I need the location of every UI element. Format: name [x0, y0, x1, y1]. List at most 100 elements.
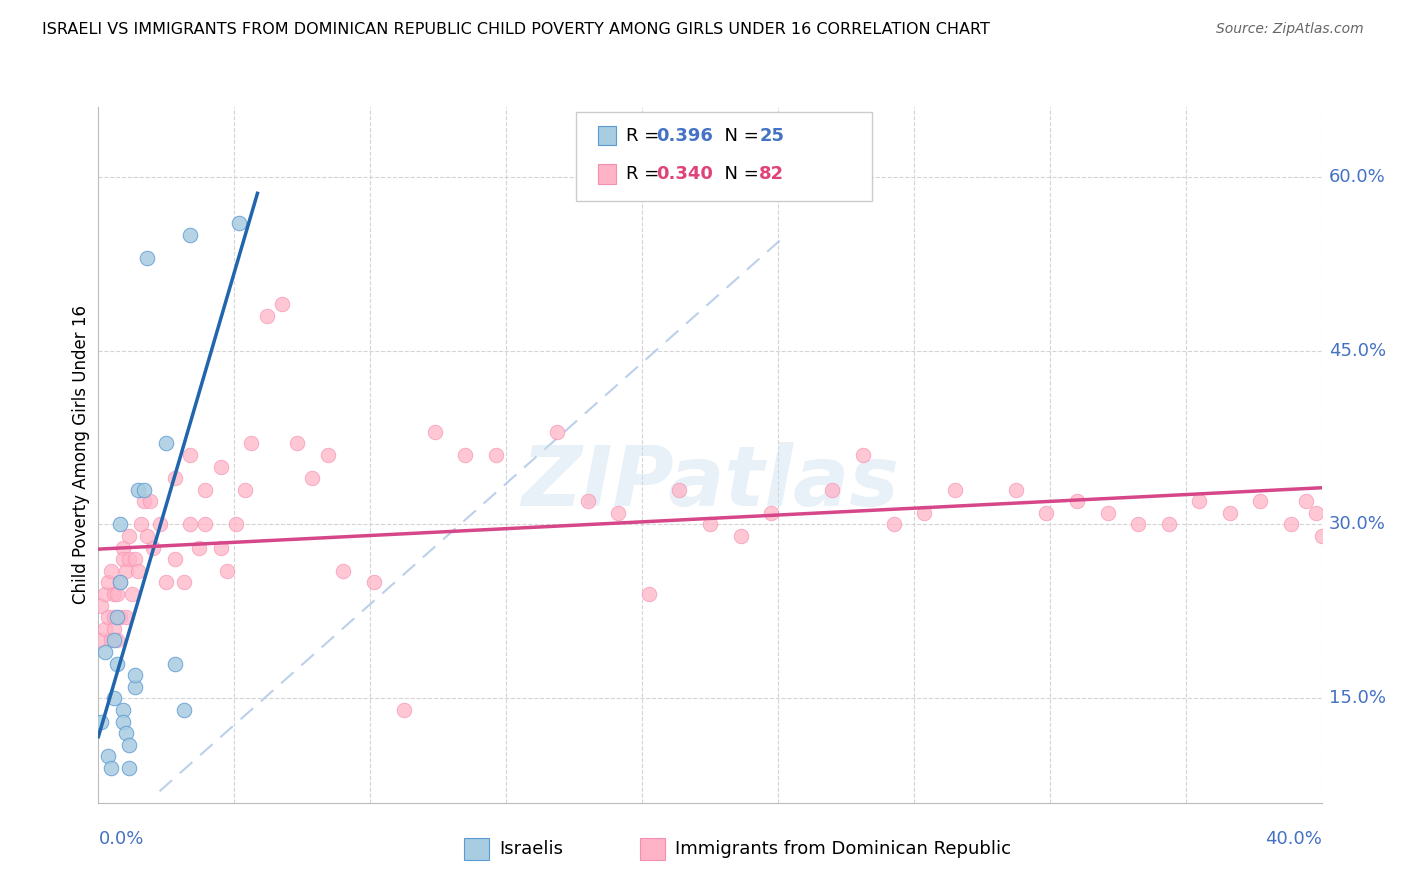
Point [1305, 506, 1327, 520]
Point [163, 471, 186, 485]
Text: ZIPatlas: ZIPatlas [522, 442, 898, 524]
Point [134, 494, 156, 508]
Point [136, 529, 159, 543]
Point [730, 529, 752, 543]
Point [699, 517, 721, 532]
Point [332, 564, 354, 578]
Point [105, 610, 128, 624]
Text: 0.340: 0.340 [657, 165, 713, 183]
Point [194, 483, 217, 497]
Point [105, 633, 128, 648]
Point [103, 610, 125, 624]
Text: ISRAELI VS IMMIGRANTS FROM DOMINICAN REPUBLIC CHILD POVERTY AMONG GIRLS UNDER 16: ISRAELI VS IMMIGRANTS FROM DOMINICAN REP… [42, 22, 990, 37]
Point [546, 425, 568, 439]
Point [163, 657, 186, 671]
Point [155, 436, 177, 450]
Point [179, 448, 201, 462]
Point [1097, 506, 1119, 520]
Text: R =: R = [626, 165, 665, 183]
Text: 30.0%: 30.0% [1329, 516, 1385, 533]
Point [1188, 494, 1211, 508]
Point [454, 448, 477, 462]
Point [105, 587, 128, 601]
Point [100, 761, 122, 775]
Point [97, 575, 120, 590]
Point [93, 622, 115, 636]
Point [111, 541, 134, 555]
Point [103, 691, 125, 706]
Point [363, 575, 385, 590]
Point [93, 645, 115, 659]
Text: 82: 82 [759, 165, 785, 183]
Point [115, 726, 138, 740]
Point [228, 216, 250, 230]
Point [139, 494, 162, 508]
Point [301, 471, 323, 485]
Point [124, 552, 146, 566]
Text: 15.0%: 15.0% [1329, 690, 1386, 707]
Point [163, 552, 186, 566]
Point [883, 517, 905, 532]
Point [118, 552, 141, 566]
Point [607, 506, 630, 520]
Point [1310, 529, 1333, 543]
Y-axis label: Child Poverty Among Girls Under 16: Child Poverty Among Girls Under 16 [72, 305, 90, 605]
Point [90, 599, 112, 613]
Point [97, 610, 120, 624]
Point [1004, 483, 1026, 497]
Point [111, 703, 134, 717]
Point [108, 575, 131, 590]
Point [108, 575, 131, 590]
Point [668, 483, 690, 497]
Point [256, 309, 278, 323]
Text: 0.396: 0.396 [657, 127, 713, 145]
Point [209, 541, 232, 555]
Point [285, 436, 308, 450]
Point [108, 610, 131, 624]
Point [155, 575, 177, 590]
Point [821, 483, 844, 497]
Point [111, 552, 134, 566]
Point [173, 575, 195, 590]
Point [637, 587, 661, 601]
Text: 0.0%: 0.0% [98, 830, 143, 847]
Point [115, 564, 138, 578]
Text: 40.0%: 40.0% [1265, 830, 1322, 847]
Point [173, 703, 195, 717]
Point [127, 483, 149, 497]
Point [240, 436, 263, 450]
Point [215, 564, 238, 578]
Point [129, 517, 152, 532]
Text: 45.0%: 45.0% [1329, 342, 1386, 359]
Point [100, 633, 122, 648]
Point [149, 517, 172, 532]
Point [124, 668, 146, 682]
Point [194, 517, 217, 532]
Text: N =: N = [713, 165, 765, 183]
Point [209, 459, 232, 474]
Point [142, 541, 165, 555]
Point [759, 506, 782, 520]
Point [1295, 494, 1317, 508]
Point [1128, 517, 1150, 532]
Text: 25: 25 [759, 127, 785, 145]
Point [1219, 506, 1241, 520]
Point [118, 529, 141, 543]
Text: Source: ZipAtlas.com: Source: ZipAtlas.com [1216, 22, 1364, 37]
Point [852, 448, 875, 462]
Text: R =: R = [626, 127, 665, 145]
Point [233, 483, 256, 497]
Point [124, 680, 146, 694]
Point [121, 587, 143, 601]
Point [127, 564, 149, 578]
Point [105, 657, 128, 671]
Point [115, 610, 138, 624]
Text: 60.0%: 60.0% [1329, 168, 1385, 186]
Point [90, 633, 112, 648]
Point [943, 483, 966, 497]
Point [188, 541, 211, 555]
Point [118, 761, 141, 775]
Text: Immigrants from Dominican Republic: Immigrants from Dominican Republic [675, 840, 1011, 858]
Point [103, 633, 125, 648]
Point [103, 587, 125, 601]
